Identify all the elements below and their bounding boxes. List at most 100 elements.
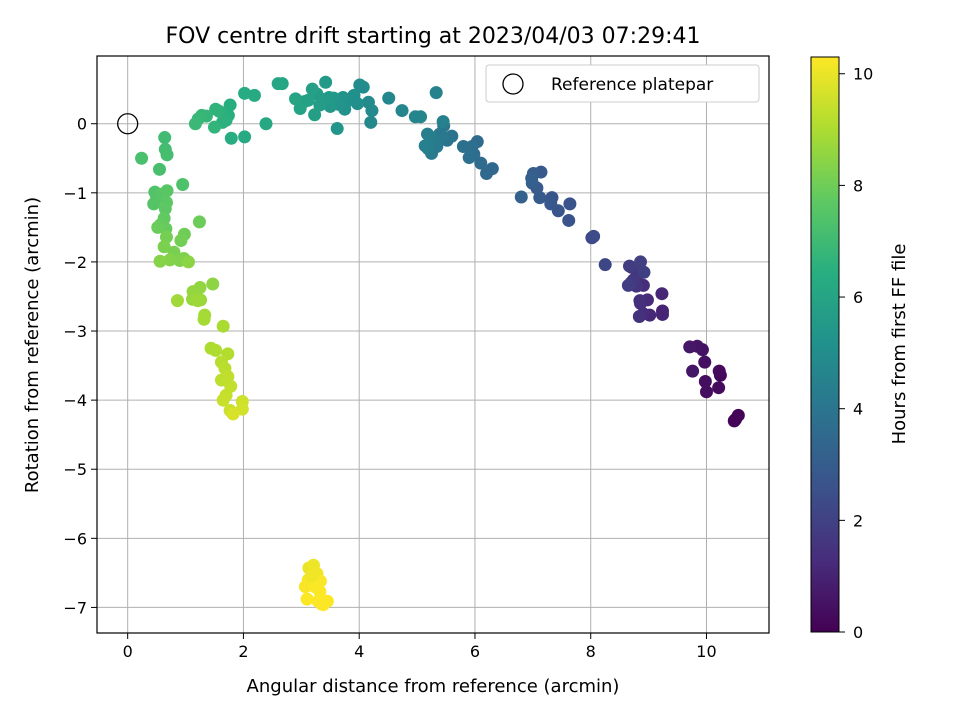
- data-point: [300, 592, 314, 606]
- colorbar-tick-label: 4: [853, 400, 863, 419]
- data-point: [480, 166, 494, 180]
- data-point: [153, 254, 167, 268]
- data-point: [197, 312, 211, 326]
- y-tick-label: −2: [63, 253, 87, 272]
- reference-marker: [117, 113, 139, 135]
- colorbar-tick-label: 6: [853, 288, 863, 307]
- y-tick-label: −4: [63, 391, 87, 410]
- data-point: [456, 140, 470, 154]
- data-point: [727, 414, 741, 428]
- legend: Reference platepar: [485, 64, 760, 103]
- data-point: [157, 240, 171, 254]
- data-point: [160, 184, 174, 198]
- data-point: [421, 127, 435, 141]
- grid: [97, 56, 769, 633]
- data-point: [353, 78, 367, 92]
- data-point: [598, 258, 612, 272]
- data-point: [315, 597, 329, 611]
- x-tick-label: 2: [238, 642, 248, 661]
- data-point: [216, 393, 230, 407]
- colorbar-tick-label: 0: [853, 623, 863, 642]
- data-point: [418, 139, 432, 153]
- data-point: [632, 310, 646, 324]
- data-point: [207, 120, 221, 134]
- y-axis-label: Rotation from reference (arcmin): [22, 197, 43, 493]
- x-tick-label: 0: [123, 642, 133, 661]
- x-tick-label: 10: [696, 642, 716, 661]
- data-point: [562, 213, 576, 227]
- data-point: [637, 265, 651, 279]
- data-point: [163, 253, 177, 267]
- x-tick-label: 8: [586, 642, 596, 661]
- data-point: [135, 151, 149, 165]
- y-tick-label: −1: [63, 184, 87, 203]
- data-point: [587, 229, 601, 243]
- data-point: [153, 162, 167, 176]
- colorbar-ticks: 0 2 4 6 8 10: [839, 65, 873, 642]
- data-point: [238, 130, 252, 144]
- y-tick-label: −7: [63, 598, 87, 617]
- data-point: [209, 343, 223, 357]
- data-point: [174, 234, 188, 248]
- data-point: [293, 102, 307, 116]
- scatter-points: [117, 75, 745, 612]
- data-point: [305, 82, 319, 96]
- data-point: [271, 77, 285, 91]
- y-tick-label: −6: [63, 529, 87, 548]
- data-point: [181, 255, 195, 269]
- data-point: [655, 307, 669, 321]
- data-point: [361, 95, 375, 109]
- data-point: [330, 122, 344, 136]
- data-point: [698, 374, 712, 388]
- data-point: [634, 255, 648, 269]
- data-point: [147, 197, 161, 211]
- x-tick-label: 4: [354, 642, 364, 661]
- data-point: [408, 110, 422, 124]
- data-point: [525, 171, 539, 185]
- y-axis-ticks: 0 −1 −2 −3 −4 −5 −6 −7: [63, 115, 97, 617]
- data-point: [216, 319, 230, 333]
- data-point: [259, 117, 273, 131]
- data-point: [176, 178, 190, 192]
- chart-title: FOV centre drift starting at 2023/04/03 …: [166, 24, 701, 49]
- data-point: [192, 215, 206, 229]
- data-point: [191, 294, 205, 308]
- data-point: [712, 381, 726, 395]
- data-point: [698, 355, 712, 369]
- data-point: [544, 197, 558, 211]
- colorbar: 0 2 4 6 8 10 Hours from first FF file: [810, 56, 910, 642]
- data-point: [151, 220, 165, 234]
- data-point: [158, 202, 172, 216]
- data-point: [633, 294, 647, 308]
- data-point: [563, 197, 577, 211]
- legend-label: Reference platepar: [551, 75, 713, 95]
- colorbar-label: Hours from first FF file: [889, 244, 910, 445]
- data-point: [289, 92, 303, 106]
- data-point: [160, 148, 174, 162]
- data-point: [206, 277, 220, 291]
- data-point: [170, 294, 184, 308]
- data-point: [621, 278, 635, 292]
- x-axis-label: Angular distance from reference (arcmin): [247, 676, 620, 697]
- plot-frame: [96, 55, 770, 634]
- data-point: [429, 86, 443, 100]
- y-tick-label: −5: [63, 460, 87, 479]
- data-point: [238, 86, 252, 100]
- legend-box: [485, 64, 760, 103]
- data-point: [623, 259, 637, 273]
- data-point: [474, 156, 488, 170]
- data-point: [655, 287, 669, 301]
- data-point: [319, 75, 333, 89]
- data-point: [686, 364, 700, 378]
- data-point: [158, 131, 172, 145]
- colorbar-gradient: [810, 56, 840, 633]
- data-point: [226, 407, 240, 421]
- data-point: [462, 151, 476, 165]
- data-point: [382, 91, 396, 105]
- colorbar-tick-label: 2: [853, 511, 863, 530]
- data-point: [699, 385, 713, 399]
- y-tick-label: 0: [77, 115, 87, 134]
- data-point: [436, 115, 450, 129]
- data-point: [308, 580, 322, 594]
